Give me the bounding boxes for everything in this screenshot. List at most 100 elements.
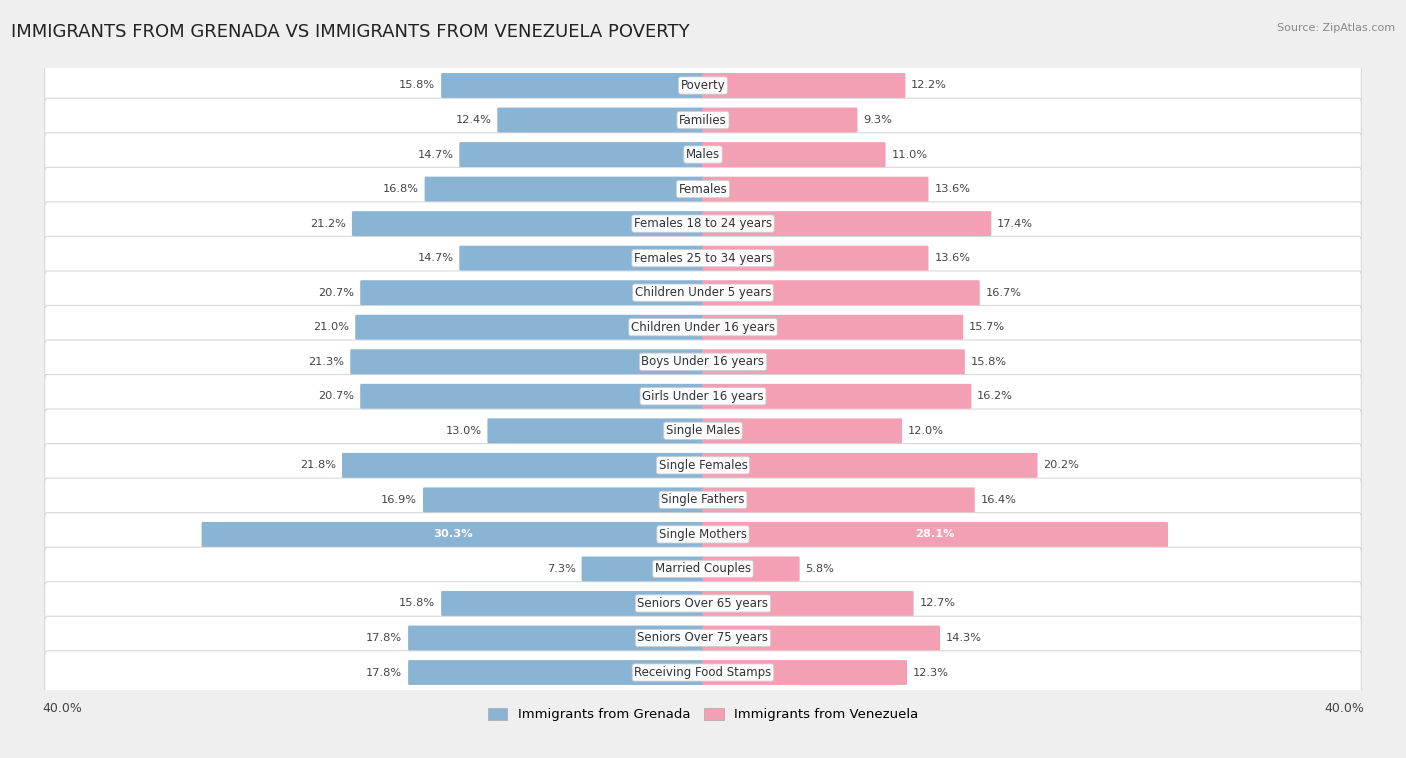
FancyBboxPatch shape [45,236,1361,280]
FancyBboxPatch shape [702,384,972,409]
Text: 14.7%: 14.7% [418,253,454,263]
Text: Seniors Over 75 years: Seniors Over 75 years [637,631,769,644]
Text: 13.6%: 13.6% [934,253,970,263]
FancyBboxPatch shape [702,660,907,685]
FancyBboxPatch shape [702,625,941,650]
Text: 15.8%: 15.8% [399,80,436,90]
FancyBboxPatch shape [582,556,704,581]
FancyBboxPatch shape [423,487,704,512]
FancyBboxPatch shape [356,315,704,340]
FancyBboxPatch shape [45,305,1361,349]
Text: 17.8%: 17.8% [366,668,402,678]
Text: IMMIGRANTS FROM GRENADA VS IMMIGRANTS FROM VENEZUELA POVERTY: IMMIGRANTS FROM GRENADA VS IMMIGRANTS FR… [11,23,690,41]
FancyBboxPatch shape [45,271,1361,315]
Text: Receiving Food Stamps: Receiving Food Stamps [634,666,772,679]
FancyBboxPatch shape [45,202,1361,246]
FancyBboxPatch shape [460,142,704,167]
Text: 21.3%: 21.3% [308,357,344,367]
FancyBboxPatch shape [45,133,1361,177]
Text: 13.0%: 13.0% [446,426,482,436]
FancyBboxPatch shape [702,522,1168,547]
FancyBboxPatch shape [45,374,1361,418]
FancyBboxPatch shape [360,280,704,305]
FancyBboxPatch shape [702,177,928,202]
Text: Children Under 16 years: Children Under 16 years [631,321,775,334]
Text: 20.7%: 20.7% [318,288,354,298]
FancyBboxPatch shape [45,340,1361,384]
FancyBboxPatch shape [702,487,974,512]
Text: Boys Under 16 years: Boys Under 16 years [641,356,765,368]
Text: Girls Under 16 years: Girls Under 16 years [643,390,763,402]
Text: 12.2%: 12.2% [911,80,948,90]
Text: Children Under 5 years: Children Under 5 years [634,287,772,299]
FancyBboxPatch shape [702,418,903,443]
FancyBboxPatch shape [45,409,1361,453]
FancyBboxPatch shape [702,280,980,305]
Text: 15.7%: 15.7% [969,322,1005,332]
FancyBboxPatch shape [408,660,704,685]
FancyBboxPatch shape [45,64,1361,107]
FancyBboxPatch shape [408,625,704,650]
Text: Poverty: Poverty [681,79,725,92]
FancyBboxPatch shape [45,168,1361,211]
Text: Females: Females [679,183,727,196]
FancyBboxPatch shape [702,315,963,340]
Text: 15.8%: 15.8% [399,599,436,609]
Text: Married Couples: Married Couples [655,562,751,575]
Text: Males: Males [686,148,720,161]
Text: 14.3%: 14.3% [946,633,981,643]
Text: 11.0%: 11.0% [891,149,928,159]
FancyBboxPatch shape [45,581,1361,625]
Text: 12.3%: 12.3% [912,668,949,678]
Text: 30.3%: 30.3% [433,529,472,540]
FancyBboxPatch shape [350,349,704,374]
FancyBboxPatch shape [702,211,991,236]
Text: Single Mothers: Single Mothers [659,528,747,541]
Text: 40.0%: 40.0% [42,702,82,715]
Text: 16.8%: 16.8% [382,184,419,194]
Text: 15.8%: 15.8% [970,357,1007,367]
FancyBboxPatch shape [45,443,1361,487]
Text: 13.6%: 13.6% [934,184,970,194]
Text: Seniors Over 65 years: Seniors Over 65 years [637,597,769,610]
Text: Source: ZipAtlas.com: Source: ZipAtlas.com [1277,23,1395,33]
Text: 28.1%: 28.1% [915,529,955,540]
Text: 20.2%: 20.2% [1043,460,1080,470]
Text: 7.3%: 7.3% [547,564,576,574]
FancyBboxPatch shape [45,616,1361,659]
FancyBboxPatch shape [488,418,704,443]
Text: 20.7%: 20.7% [318,391,354,401]
FancyBboxPatch shape [201,522,704,547]
FancyBboxPatch shape [702,246,928,271]
FancyBboxPatch shape [352,211,704,236]
Text: 16.2%: 16.2% [977,391,1014,401]
Text: 17.4%: 17.4% [997,218,1033,229]
Text: 9.3%: 9.3% [863,115,893,125]
Text: Families: Families [679,114,727,127]
Legend: Immigrants from Grenada, Immigrants from Venezuela: Immigrants from Grenada, Immigrants from… [482,703,924,727]
Text: 12.4%: 12.4% [456,115,492,125]
FancyBboxPatch shape [702,142,886,167]
FancyBboxPatch shape [702,556,800,581]
Text: Single Fathers: Single Fathers [661,493,745,506]
FancyBboxPatch shape [45,478,1361,522]
Text: 12.7%: 12.7% [920,599,956,609]
Text: Single Males: Single Males [666,424,740,437]
FancyBboxPatch shape [45,651,1361,694]
Text: 12.0%: 12.0% [908,426,943,436]
FancyBboxPatch shape [702,349,965,374]
FancyBboxPatch shape [702,591,914,616]
FancyBboxPatch shape [425,177,704,202]
FancyBboxPatch shape [441,73,704,98]
Text: Females 18 to 24 years: Females 18 to 24 years [634,217,772,230]
FancyBboxPatch shape [45,99,1361,142]
FancyBboxPatch shape [342,453,704,478]
Text: Single Females: Single Females [658,459,748,471]
Text: 16.4%: 16.4% [980,495,1017,505]
Text: Females 25 to 34 years: Females 25 to 34 years [634,252,772,265]
FancyBboxPatch shape [45,512,1361,556]
FancyBboxPatch shape [498,108,704,133]
Text: 5.8%: 5.8% [806,564,834,574]
FancyBboxPatch shape [460,246,704,271]
Text: 16.7%: 16.7% [986,288,1022,298]
